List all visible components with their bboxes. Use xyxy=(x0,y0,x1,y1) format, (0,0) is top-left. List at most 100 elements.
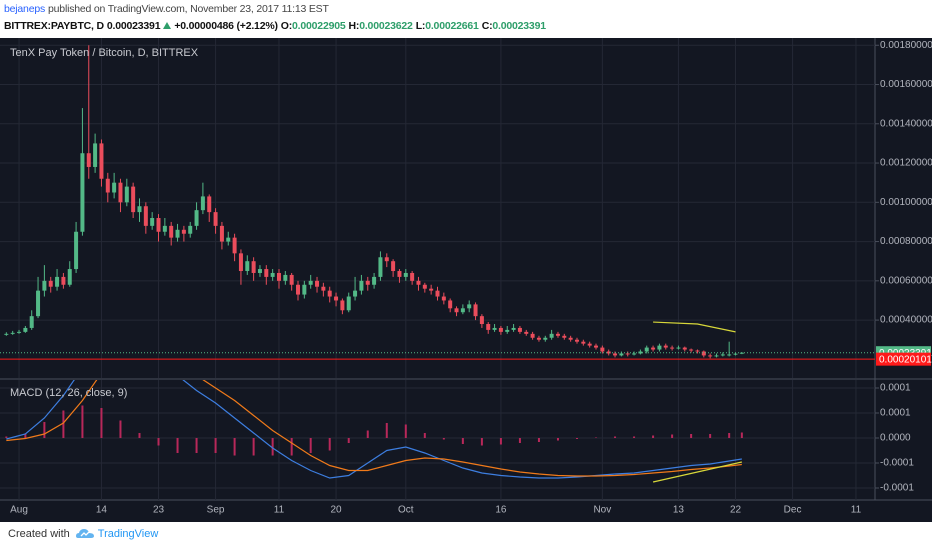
candle-body xyxy=(150,218,155,226)
histogram-bar xyxy=(100,408,103,438)
logo xyxy=(75,529,94,539)
y-tick-label: 0.00100000 xyxy=(880,197,932,208)
candle-body xyxy=(397,271,402,277)
candle-body xyxy=(733,353,738,355)
candle-body xyxy=(219,225,224,242)
candle-body xyxy=(391,261,396,272)
author[interactable]: bejaneps xyxy=(4,3,46,15)
candle-body xyxy=(416,280,421,285)
symbol: BITTREX:PAYBTC, D xyxy=(4,20,104,32)
histogram-bar xyxy=(423,433,426,438)
candle-body xyxy=(530,333,535,338)
histogram-bar xyxy=(81,405,84,438)
candle-body xyxy=(251,261,256,273)
histogram-bar xyxy=(366,430,369,438)
candle-body xyxy=(600,347,605,352)
low-value: 0.00022661 xyxy=(425,20,479,32)
candle-body xyxy=(156,218,161,232)
candle-body xyxy=(80,153,85,232)
candle-body xyxy=(340,300,345,311)
candle-body xyxy=(619,353,624,356)
candle-body xyxy=(663,345,668,348)
candle-body xyxy=(181,229,186,234)
axes: Aug 14 23 Sep 11 20 Oct 16 Nov 13 22 Dec 11 0.0018000… xyxy=(10,40,932,516)
footer: Created with TradingView xyxy=(8,528,158,540)
candle-body xyxy=(257,269,262,273)
candle-body xyxy=(346,296,351,311)
brand[interactable]: TradingView xyxy=(97,528,159,540)
x-tick-label: 20 xyxy=(330,505,342,516)
candle-body xyxy=(162,225,167,232)
candle-body xyxy=(36,290,41,317)
histogram-bar xyxy=(119,420,122,438)
x-tick-label: Oct xyxy=(398,505,414,516)
x-tick-label: Aug xyxy=(10,505,28,516)
histogram-bar xyxy=(328,438,331,451)
candle-body xyxy=(574,339,579,342)
candle-body xyxy=(708,355,713,357)
histogram-bar xyxy=(252,438,255,456)
candle-body xyxy=(283,274,288,281)
candle-body xyxy=(112,182,117,193)
x-tick-label: Sep xyxy=(207,505,225,516)
price-pane xyxy=(0,45,875,360)
candle-body xyxy=(200,196,205,211)
trend-drawing xyxy=(652,461,742,483)
candle-body xyxy=(42,280,47,291)
chart-background xyxy=(0,38,932,522)
candle-body xyxy=(479,316,484,325)
candle-body xyxy=(226,237,231,242)
histogram-bar xyxy=(537,438,540,442)
histogram-bar xyxy=(614,436,617,438)
histogram-bar xyxy=(347,438,350,443)
candle-body xyxy=(270,272,275,277)
candle-body xyxy=(657,345,662,350)
candle-body xyxy=(454,308,459,313)
candle-body xyxy=(378,257,383,277)
candle-body xyxy=(188,225,193,234)
candle-body xyxy=(536,337,541,340)
change: +0.00000486 (+2.12%) xyxy=(174,20,278,32)
candle-body xyxy=(701,351,706,356)
candle-body xyxy=(137,206,142,213)
macd-pane xyxy=(5,380,743,483)
candle-body xyxy=(327,290,332,297)
candle-body xyxy=(555,333,560,336)
histogram-bar xyxy=(195,438,198,453)
candle-body xyxy=(606,351,611,354)
candle-body xyxy=(422,284,427,289)
candle-body xyxy=(232,237,237,254)
price-tag-label: 0.00020101 xyxy=(879,354,932,365)
candle-body xyxy=(568,337,573,340)
candle-body xyxy=(67,269,72,285)
candle-body xyxy=(689,349,694,351)
candle-body xyxy=(175,229,180,238)
price-pane-title: TenX Pay Token / Bitcoin, D, BITTREX xyxy=(10,47,199,59)
candle-body xyxy=(632,353,637,355)
x-tick-label: 11 xyxy=(274,505,285,516)
price-tag xyxy=(876,352,931,366)
y-tick-label: 0.00120000 xyxy=(880,158,932,169)
candle-body xyxy=(105,178,110,193)
high-label: H: xyxy=(348,20,360,32)
candle-body xyxy=(727,354,732,356)
histogram-bar xyxy=(157,438,160,446)
y-tick-label: -0.0001 xyxy=(880,483,914,494)
high-value: 0.00023622 xyxy=(359,20,413,32)
macd-pane-title: MACD (12, 26, close, 9) xyxy=(10,387,127,399)
y-tick-label: 0.0001 xyxy=(880,408,911,419)
candle-body xyxy=(207,196,212,213)
candle-body xyxy=(289,274,294,285)
y-tick-label: 0.00160000 xyxy=(880,79,932,90)
candle-body xyxy=(613,353,618,356)
candle-body xyxy=(124,186,129,203)
macd-line xyxy=(6,380,742,479)
last-price: 0.00023391 xyxy=(106,20,161,32)
histogram-bar xyxy=(671,434,674,438)
histogram-bar xyxy=(138,433,141,438)
candle-body xyxy=(131,186,136,213)
y-tick-label: 0.0001 xyxy=(880,383,911,394)
candle-body xyxy=(4,333,9,335)
y-tick-label: 0.00060000 xyxy=(880,275,932,286)
histogram-bar xyxy=(309,438,312,453)
